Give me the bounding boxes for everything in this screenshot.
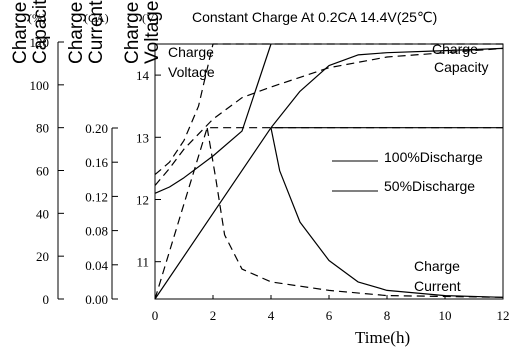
capacity-axis-unit: (%) <box>28 11 46 25</box>
capacity-tick-label-6: 120 <box>30 35 50 50</box>
capacity-tick-label-0: 0 <box>43 292 50 307</box>
capacity-tick-label-3: 60 <box>36 164 49 179</box>
legend-item-50-discharge: 50%Discharge <box>384 178 475 194</box>
current-axis-label-2: Current <box>86 0 107 64</box>
annotation-capacity-line1: Charge <box>432 41 478 57</box>
x-tick-label-4: 8 <box>384 308 391 323</box>
capacity-tick-label-1: 20 <box>36 249 49 264</box>
series-line-capacity-50-5 <box>154 47 504 186</box>
x-tick-label-3: 6 <box>326 308 333 323</box>
x-tick-label-5: 10 <box>439 308 452 323</box>
current-axis-label-1: Charge <box>66 2 87 64</box>
current-tick-label-5: 0.20 <box>85 121 108 136</box>
series-line-voltage-100-2 <box>154 43 272 194</box>
annotation-capacity-line2: Capacity <box>434 59 488 75</box>
x-tick-label-0: 0 <box>152 308 159 323</box>
capacity-axis-label-2: Capacity <box>30 0 51 64</box>
capacity-tick-label-5: 100 <box>30 78 50 93</box>
legend-item-100-discharge: 100%Discharge <box>384 149 483 165</box>
voltage-axis-label-1: Charge <box>122 2 143 64</box>
annotation-voltage-line2: Voltage <box>168 64 215 80</box>
current-tick-label-2: 0.08 <box>85 224 108 239</box>
voltage-axis-unit: (V) <box>142 11 159 25</box>
voltage-tick-label-3: 14 <box>136 68 150 83</box>
annotation-current-line2: Current <box>414 278 461 294</box>
annotation-current-line1: Charge <box>414 258 460 274</box>
legend: 100%Discharge 50%Discharge <box>332 149 483 194</box>
current-tick-label-3: 0.12 <box>85 189 108 204</box>
x-tick-label-1: 2 <box>210 308 217 323</box>
capacity-axis-label-1: Charge <box>10 2 31 64</box>
current-axis-unit: (CA) <box>84 11 109 25</box>
series-line-current-50-7 <box>206 127 504 298</box>
capacity-tick-label-2: 40 <box>36 206 49 221</box>
series-line-capacity-50-1 <box>154 127 503 300</box>
voltage-tick-label-0: 11 <box>136 255 149 270</box>
series-line-current-100-6 <box>270 127 504 298</box>
capacity-tick-label-4: 80 <box>36 121 49 136</box>
current-tick-label-4: 0.16 <box>85 155 108 170</box>
voltage-tick-label-1: 12 <box>136 192 149 207</box>
voltage-axis-label-2: Voltage <box>142 1 163 64</box>
x-tick-label-2: 4 <box>268 308 275 323</box>
current-tick-label-1: 0.04 <box>85 258 108 273</box>
series-line-capacity-100-4 <box>270 47 504 129</box>
voltage-tick-label-2: 13 <box>136 130 149 145</box>
annotation-voltage-line1: Charge <box>168 44 214 60</box>
x-axis-label: Time(h) <box>355 328 410 347</box>
chart-title: Constant Charge At 0.2CA 14.4V(25℃) <box>192 9 437 25</box>
series-line-voltage-50-3 <box>154 43 503 176</box>
current-tick-label-0: 0.00 <box>85 292 108 307</box>
x-tick-label-6: 12 <box>497 308 510 323</box>
